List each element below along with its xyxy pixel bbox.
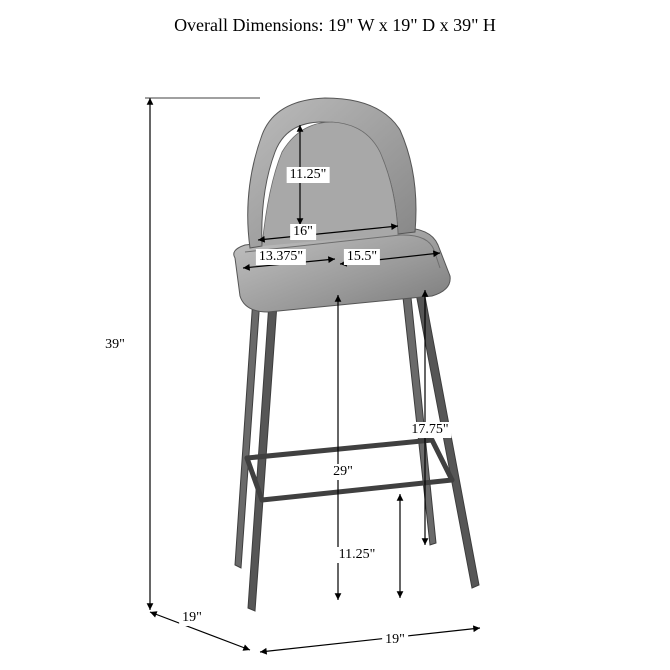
dim-leg-lower: 11.25"	[336, 547, 379, 563]
dim-overall-height: 39"	[102, 337, 128, 353]
stool-backrest	[248, 98, 416, 248]
dim-seat-right-w: 15.5"	[344, 249, 380, 265]
dim-seat-front-d: 13.375"	[256, 249, 306, 265]
dimension-diagram: Overall Dimensions: 19" W x 19" D x 39" …	[0, 0, 670, 670]
product-svg	[0, 0, 670, 670]
dim-seat-height: 29"	[330, 464, 356, 480]
dim-depth-floor: 19"	[179, 610, 205, 626]
dim-footrest-h: 17.75"	[408, 422, 451, 438]
dim-back-height: 11.25"	[287, 167, 330, 183]
dim-seat-upper-w: 16"	[290, 224, 316, 240]
dim-width-floor: 19"	[382, 632, 408, 648]
